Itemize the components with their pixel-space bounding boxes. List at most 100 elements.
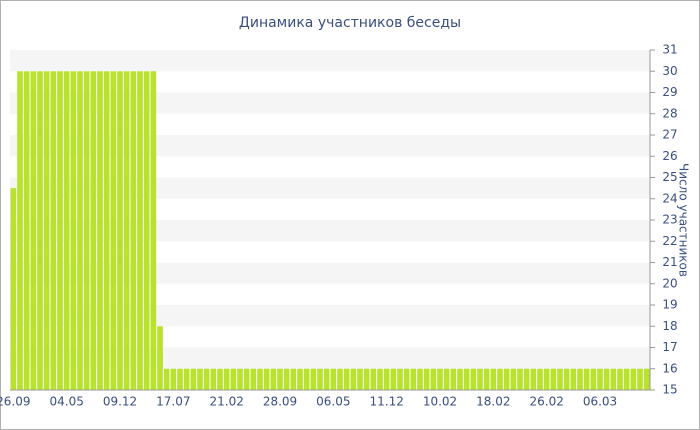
bar — [597, 368, 603, 390]
bar — [230, 368, 237, 390]
bar — [517, 368, 523, 390]
x-tick-label: 11.12 — [369, 395, 403, 409]
bar — [563, 368, 570, 390]
bar — [470, 368, 477, 390]
bar — [403, 368, 410, 390]
bar — [510, 368, 517, 390]
y-tick-label: 25 — [662, 170, 677, 184]
y-tick-label: 15 — [662, 383, 677, 397]
bar — [57, 71, 63, 390]
x-tick-label: 28.09 — [263, 395, 297, 409]
bar — [463, 368, 470, 390]
bar — [383, 368, 390, 390]
x-tick-label: 26.02 — [529, 395, 563, 409]
x-tick-label: 18.02 — [476, 395, 510, 409]
bar — [170, 368, 177, 390]
bar — [317, 368, 323, 390]
bar — [117, 71, 123, 390]
bar — [330, 368, 337, 390]
bar — [557, 368, 563, 390]
x-tick-label: 09.12 — [103, 395, 137, 409]
bar — [410, 368, 417, 390]
bar — [583, 368, 590, 390]
bar — [537, 368, 543, 390]
bar — [450, 368, 457, 390]
bar — [503, 368, 510, 390]
grid-band — [10, 305, 650, 327]
bar — [70, 71, 77, 390]
bar — [97, 71, 103, 390]
bar — [17, 71, 23, 390]
bar — [437, 368, 443, 390]
bar — [277, 368, 283, 390]
x-tick-label: 04.05 — [49, 395, 83, 409]
bar — [150, 71, 157, 390]
grid-band — [10, 177, 650, 199]
bar — [397, 368, 403, 390]
bar — [443, 368, 450, 390]
bar — [457, 368, 463, 390]
x-tick-label: 26.09 — [0, 395, 31, 409]
bar — [50, 71, 57, 390]
y-tick-label: 16 — [662, 361, 677, 375]
y-tick-label: 27 — [662, 128, 677, 142]
y-tick-label: 28 — [662, 106, 677, 120]
bar — [290, 368, 297, 390]
bar — [130, 71, 137, 390]
bar — [203, 368, 210, 390]
bar — [217, 368, 223, 390]
grid-band — [10, 220, 650, 242]
x-tick-label: 10.02 — [423, 395, 457, 409]
bar — [90, 71, 97, 390]
bar — [370, 368, 377, 390]
bar — [163, 368, 170, 390]
bar — [197, 368, 203, 390]
bar — [270, 368, 277, 390]
bar — [523, 368, 530, 390]
bar — [297, 368, 303, 390]
bar — [237, 368, 243, 390]
bar — [243, 368, 250, 390]
bar — [543, 368, 550, 390]
bar — [323, 368, 330, 390]
bar — [637, 368, 643, 390]
y-axis-label: Число участников — [677, 163, 691, 277]
bar — [123, 71, 130, 390]
x-tick-label: 21.02 — [209, 395, 243, 409]
bar — [283, 368, 290, 390]
bar — [350, 368, 357, 390]
bar — [263, 368, 270, 390]
bar — [343, 368, 350, 390]
bar — [250, 368, 257, 390]
y-tick-label: 26 — [662, 149, 677, 163]
bar — [310, 368, 317, 390]
bar — [577, 368, 583, 390]
bar — [643, 368, 650, 390]
bar — [610, 368, 617, 390]
bar — [377, 368, 383, 390]
chart-title: Динамика участников беседы — [239, 15, 461, 31]
bar — [157, 326, 163, 390]
bar — [183, 368, 190, 390]
bar — [423, 368, 430, 390]
y-tick-label: 22 — [662, 234, 677, 248]
bar — [603, 368, 610, 390]
grid-band — [10, 50, 650, 72]
grid-band — [10, 262, 650, 284]
bar — [617, 368, 623, 390]
bar — [63, 71, 70, 390]
y-tick-label: 18 — [662, 319, 677, 333]
y-tick-label: 20 — [662, 276, 677, 290]
x-tick-label: 06.03 — [583, 395, 617, 409]
bar — [77, 71, 83, 390]
y-tick-label: 29 — [662, 85, 677, 99]
bar — [137, 71, 143, 390]
y-tick-label: 24 — [662, 191, 677, 205]
bar — [623, 368, 630, 390]
grid-band — [10, 135, 650, 157]
y-tick-label: 19 — [662, 298, 677, 312]
bar — [30, 71, 37, 390]
bar — [103, 71, 110, 390]
bar — [337, 368, 343, 390]
